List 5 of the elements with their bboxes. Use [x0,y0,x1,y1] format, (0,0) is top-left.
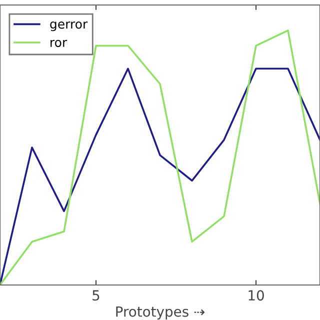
legend-label: ror [50,40,68,48]
x-tick-label: 5 [92,290,100,301]
x-axis-title: Prototypes ⇢ [116,306,204,320]
x-tick-label: 10 [248,290,264,301]
legend-label: gerror [50,22,88,32]
